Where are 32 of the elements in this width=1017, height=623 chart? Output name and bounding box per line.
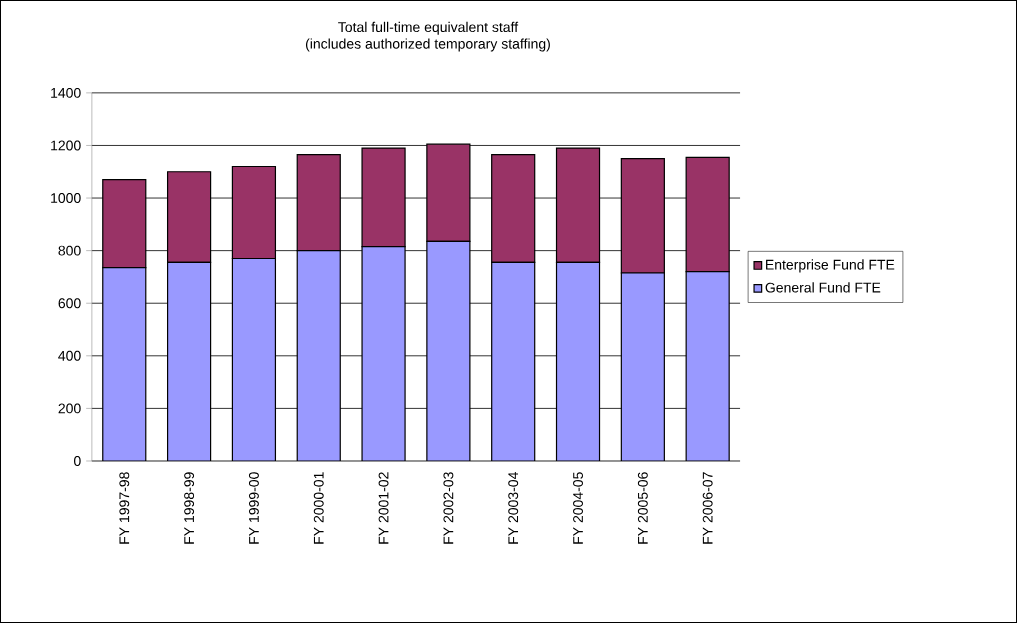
y-tick-label: 1400: [51, 87, 81, 98]
y-tick-label: 1000: [51, 193, 81, 204]
legend-label: Enterprise Fund FTE: [766, 259, 895, 273]
x-tick-label: FY 1998-99: [184, 472, 195, 544]
x-tick-label: FY 2004-05: [573, 472, 583, 544]
y-tick-label: 600: [58, 298, 81, 309]
bar: [491, 261, 536, 462]
x-tick-label: FY 2006-07: [702, 472, 713, 544]
x-tick-label: FY 2003-04: [508, 472, 519, 544]
bar: [555, 261, 601, 462]
y-tick-label: 400: [58, 350, 81, 361]
bar: [361, 246, 406, 462]
bar: [685, 271, 730, 462]
x-tick-label: FY 2000-01: [313, 472, 324, 544]
bar: [426, 240, 471, 462]
x-tick-label: FY 1999-00: [248, 472, 259, 544]
x-tick-label: FY 2001-02: [378, 472, 389, 544]
x-tick-label: FY 2002-03: [443, 472, 454, 544]
bar: [102, 267, 147, 462]
chart-title: Total full-time equivalent staff: [338, 21, 519, 35]
y-tick-label: 0: [74, 456, 81, 467]
bar: [620, 272, 665, 462]
chart-subtitle: (includes authorized temporary staffing): [305, 38, 550, 52]
x-tick-label: FY 1997-98: [119, 472, 130, 544]
y-tick-label: 200: [58, 403, 81, 414]
bar: [166, 261, 212, 462]
y-tick-label: 800: [58, 245, 81, 256]
legend-label: General Fund FTE: [765, 282, 881, 293]
y-tick-label: 1200: [51, 140, 81, 151]
x-tick-label: FY 2005-06: [637, 472, 648, 544]
bar: [296, 250, 341, 462]
bar: [231, 257, 277, 462]
